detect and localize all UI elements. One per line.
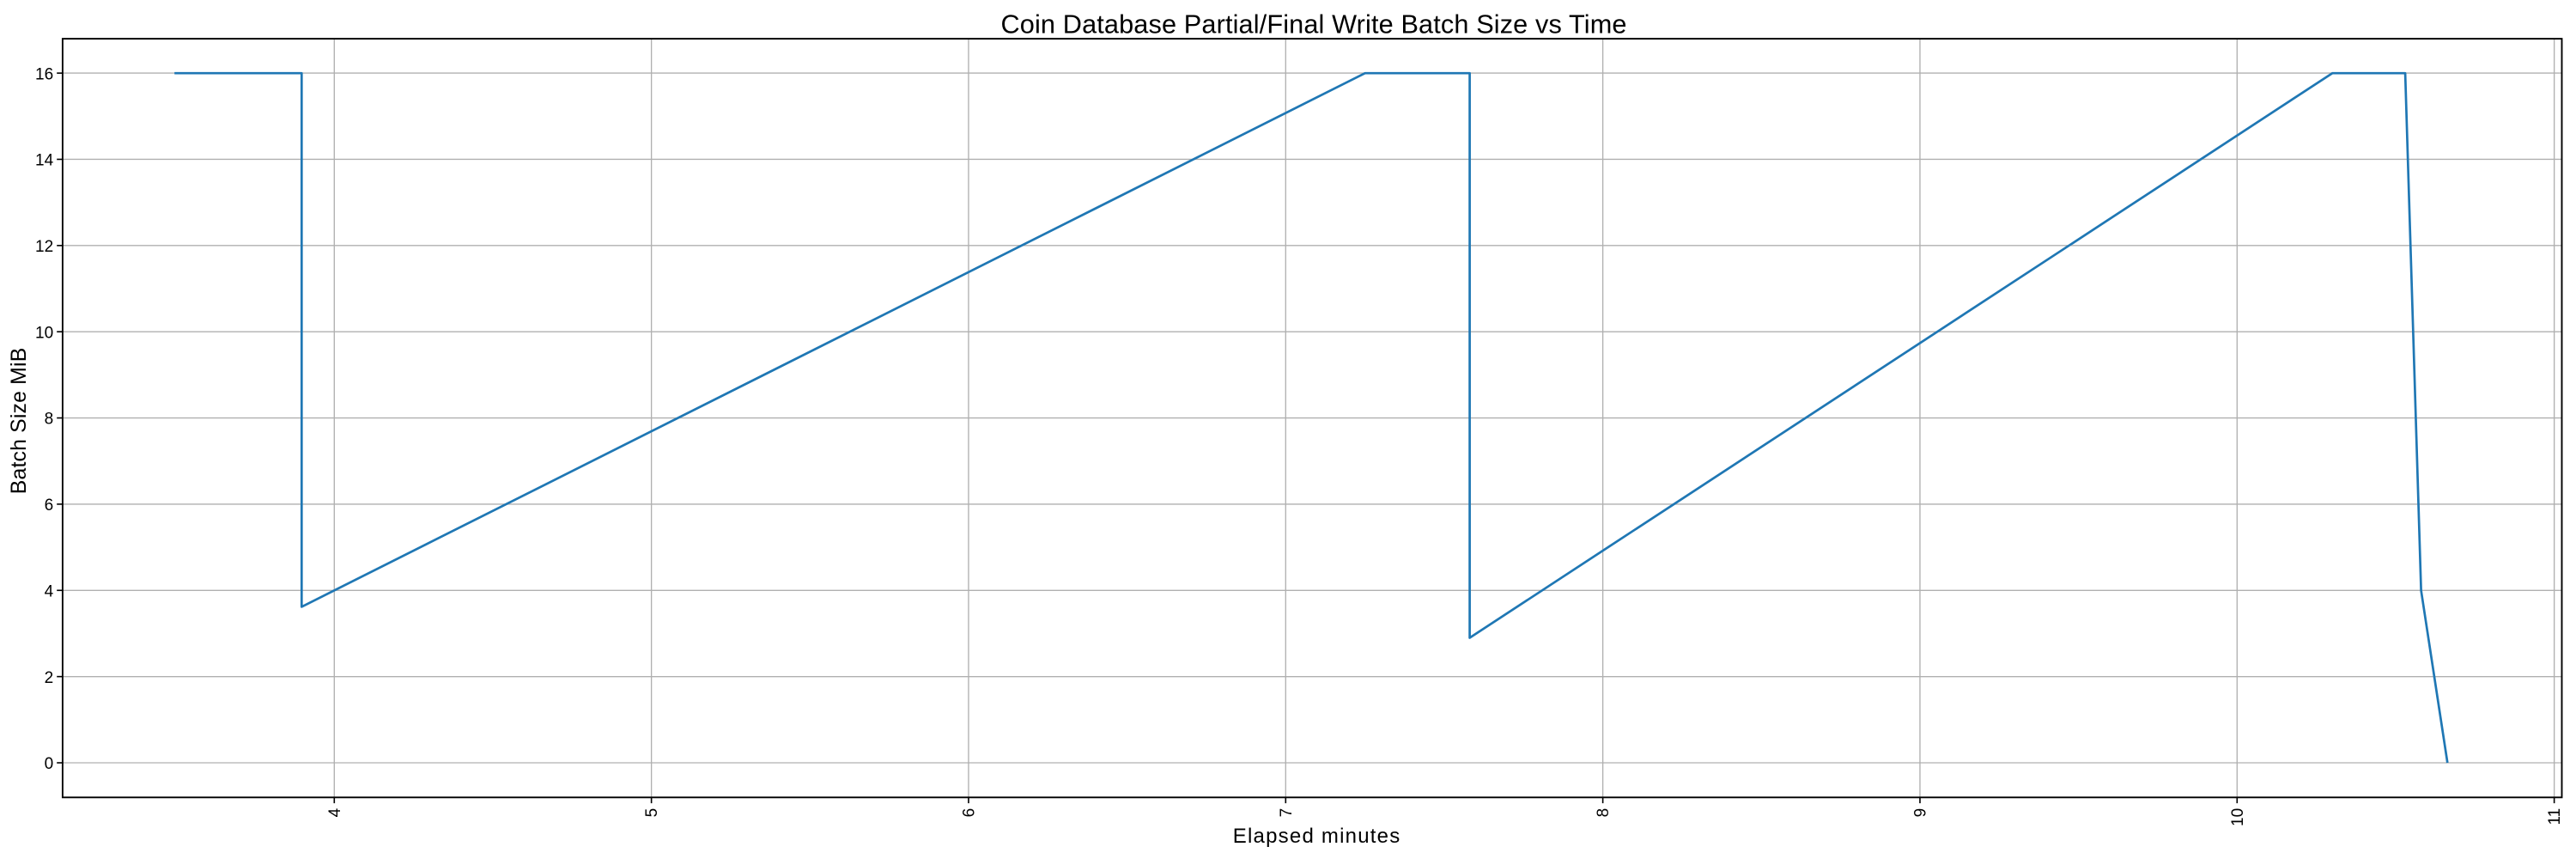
svg-text:Elapsed minutes: Elapsed minutes (1233, 825, 1400, 848)
svg-text:Coin Database Partial/Final Wr: Coin Database Partial/Final Write Batch … (1001, 9, 1627, 40)
svg-text:11: 11 (2546, 808, 2564, 825)
svg-text:8: 8 (1595, 808, 1613, 818)
svg-text:12: 12 (35, 238, 53, 256)
svg-text:2: 2 (45, 669, 54, 687)
svg-text:9: 9 (1912, 808, 1930, 818)
svg-text:0: 0 (45, 755, 54, 773)
svg-text:5: 5 (643, 808, 661, 818)
svg-text:7: 7 (1278, 808, 1296, 818)
svg-text:6: 6 (45, 497, 54, 515)
svg-text:6: 6 (961, 808, 979, 818)
svg-text:10: 10 (2229, 808, 2247, 826)
svg-text:14: 14 (35, 152, 54, 170)
svg-text:4: 4 (45, 583, 54, 601)
svg-text:16: 16 (35, 65, 53, 83)
svg-text:8: 8 (45, 411, 54, 429)
svg-text:4: 4 (326, 807, 344, 817)
svg-text:10: 10 (35, 324, 53, 342)
svg-text:Batch Size MiB: Batch Size MiB (8, 348, 31, 495)
